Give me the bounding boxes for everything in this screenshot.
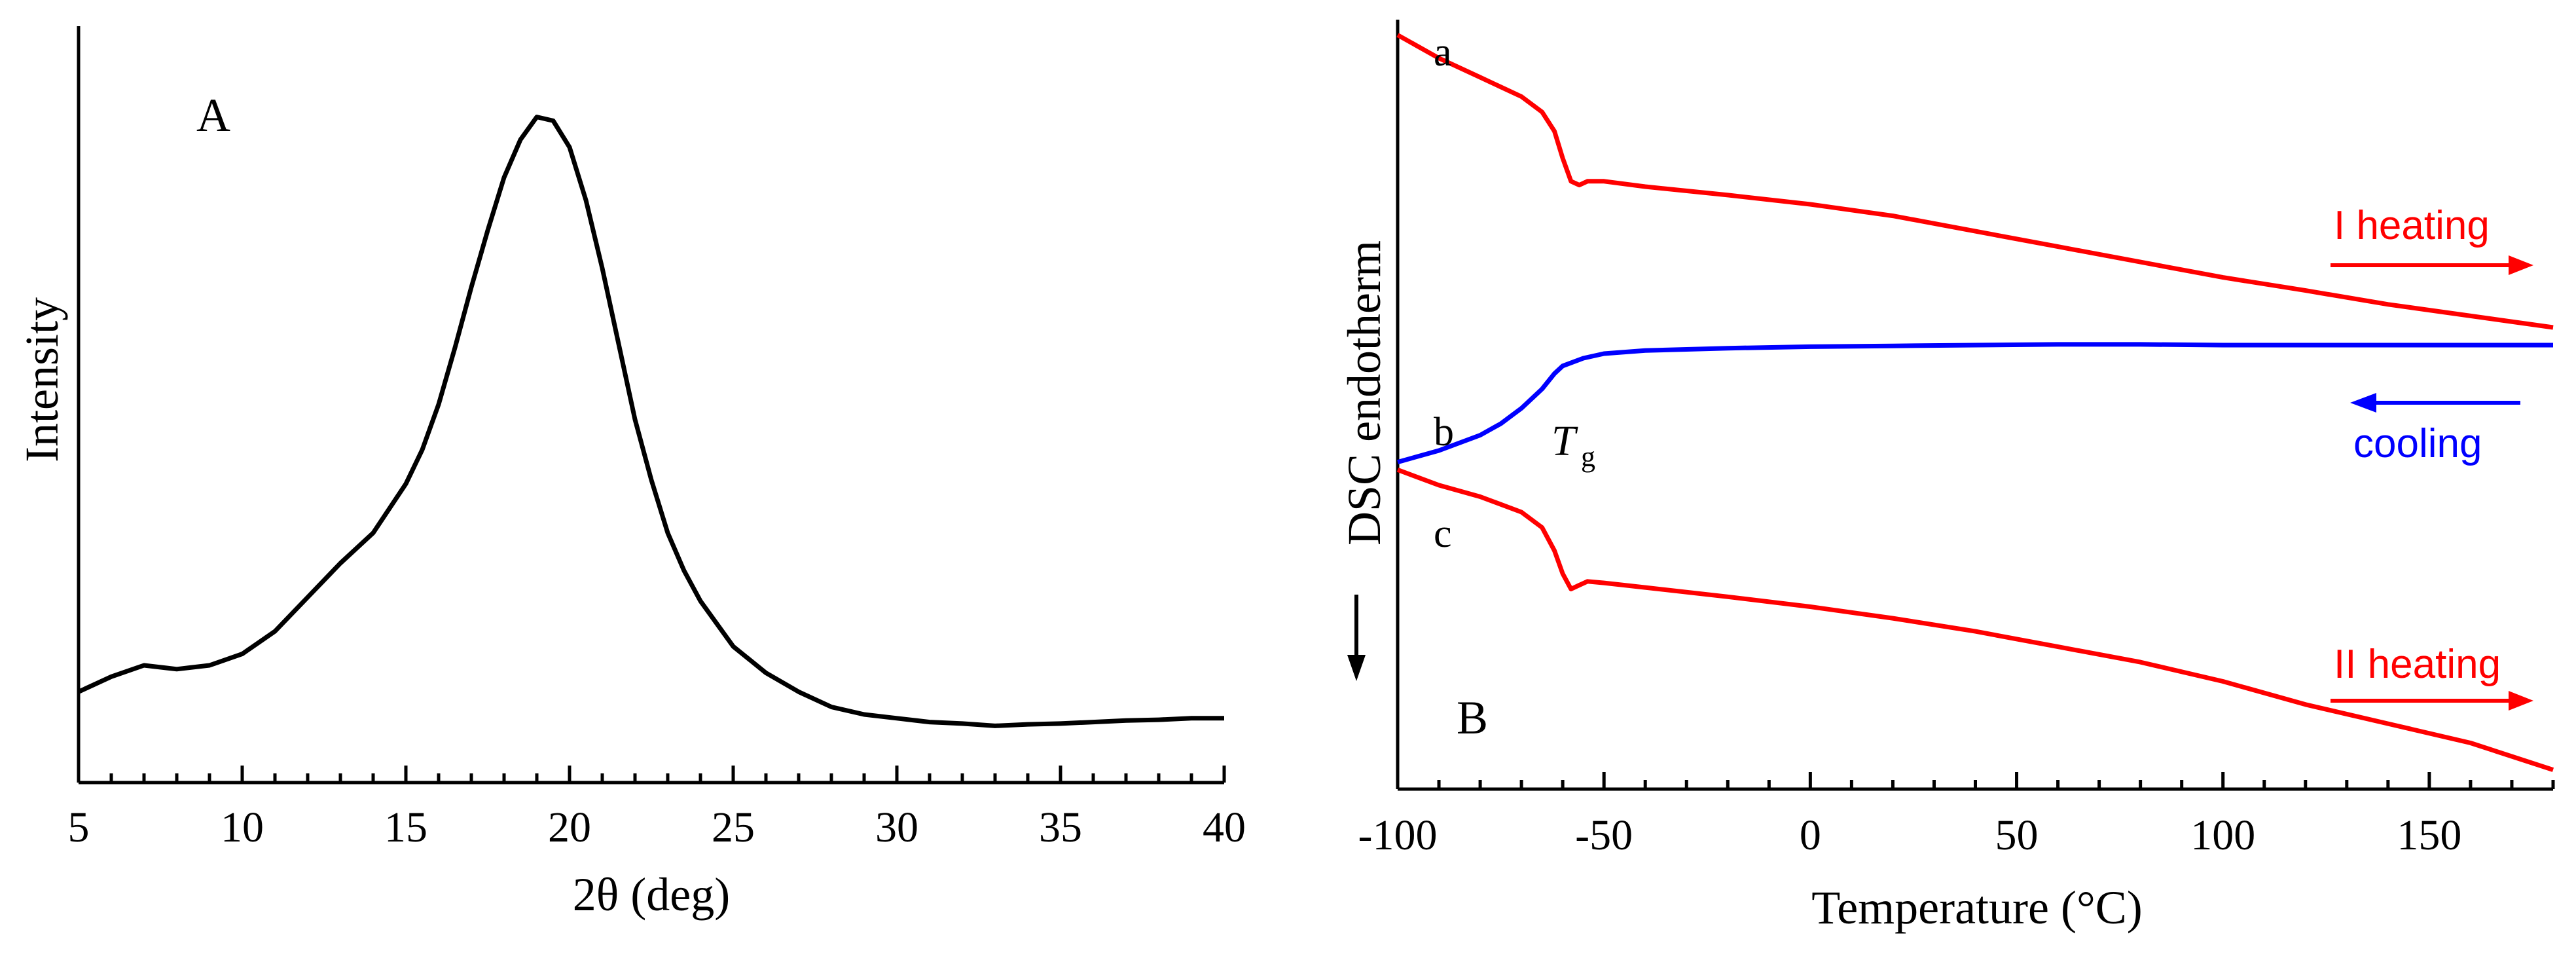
second-heating-arrow-icon <box>2331 691 2533 711</box>
x-tick-label: -50 <box>1575 811 1633 859</box>
curve-label-c: c <box>1434 511 1452 556</box>
tg-annotation: T <box>1551 417 1578 465</box>
panel-a-x-ticks <box>77 766 1226 783</box>
panel-a-xrd-chart: 5 10 15 20 25 30 35 40 A 2θ (deg) Intensity <box>16 26 1246 921</box>
xrd-pattern-line <box>77 115 1224 728</box>
legend-cooling: cooling <box>2353 421 2482 466</box>
first-heating-arrow-icon <box>2331 255 2533 275</box>
x-tick-label: 25 <box>712 804 755 851</box>
x-tick-label: 100 <box>2190 811 2255 859</box>
x-tick-label: 30 <box>875 804 918 851</box>
x-tick-label: 40 <box>1203 804 1246 851</box>
panel-a-y-axis-title: Intensity <box>16 297 68 462</box>
dsc-curve-c-second-heating <box>1396 468 2554 772</box>
dsc-curve-a-first-heating <box>1396 33 2554 330</box>
cooling-arrow-icon <box>2350 393 2520 413</box>
endotherm-down-arrow-icon <box>1347 595 1366 681</box>
dsc-curve-b-cooling <box>1397 342 2553 464</box>
panel-b-x-ticks <box>1396 772 2555 789</box>
panel-b-x-axis-title: Temperature (°C) <box>1811 881 2143 934</box>
x-tick-label: -100 <box>1358 811 1438 859</box>
x-tick-label: 35 <box>1039 804 1082 851</box>
legend-second-heating: II heating <box>2334 642 2501 687</box>
panel-a-label: A <box>196 89 230 141</box>
x-tick-label: 150 <box>2397 811 2461 859</box>
x-tick-label: 5 <box>68 804 90 851</box>
curve-label-a: a <box>1434 30 1452 75</box>
curve-label-b: b <box>1434 410 1454 454</box>
tg-annotation-subscript: g <box>1581 441 1595 473</box>
panel-a-x-axis-title: 2θ (deg) <box>573 868 730 921</box>
x-tick-label: 15 <box>384 804 427 851</box>
x-tick-label: 0 <box>1800 811 1821 859</box>
panel-a-x-tick-labels: 5 10 15 20 25 30 35 40 <box>68 804 1246 851</box>
x-tick-label: 50 <box>1995 811 2039 859</box>
x-tick-label: 10 <box>221 804 264 851</box>
x-tick-label: 20 <box>548 804 591 851</box>
panel-b-label: B <box>1457 692 1488 744</box>
panel-b-y-axis-title: DSC endotherm <box>1338 240 1390 546</box>
panel-b-dsc-chart: -100 -50 0 50 100 150 a b c T g I heating coo… <box>1338 20 2555 934</box>
legend-first-heating: I heating <box>2334 203 2490 248</box>
panel-b-x-tick-labels: -100 -50 0 50 100 150 <box>1358 811 2462 859</box>
